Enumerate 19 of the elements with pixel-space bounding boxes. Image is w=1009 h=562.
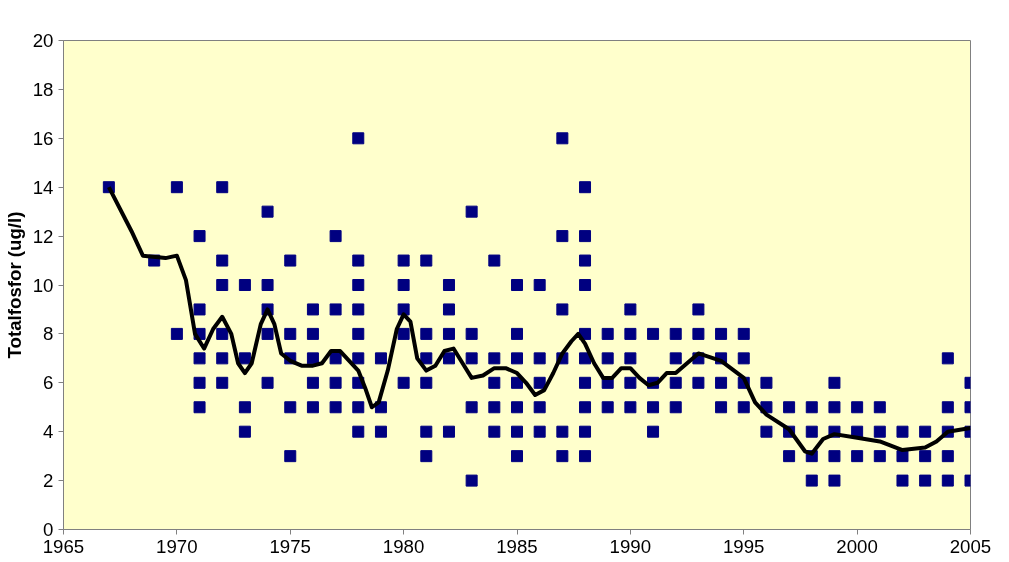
x-tick-label: 1970 (156, 535, 198, 557)
y-tick-label: 14 (32, 176, 54, 198)
y-tick-label: 10 (32, 274, 54, 296)
y-tick-label: 20 (32, 30, 54, 51)
x-tick-label: 1985 (496, 535, 538, 557)
x-tick-label: 2005 (949, 535, 992, 557)
x-tick-label: 2000 (836, 535, 878, 557)
y-tick-label: 6 (43, 372, 54, 394)
x-tick-label: 1995 (723, 535, 765, 557)
y-tick-label: 2 (43, 470, 54, 492)
y-axis-title: Totalfosfor (ug/l) (3, 211, 25, 359)
y-tick-label: 18 (32, 78, 54, 100)
y-tick-label: 4 (43, 421, 54, 443)
x-tick-label: 1990 (609, 535, 652, 557)
y-tick-label: 8 (43, 323, 54, 345)
y-tick-label: 12 (32, 225, 54, 247)
y-tick-label: 16 (32, 127, 54, 149)
x-tick-label: 1975 (269, 535, 312, 557)
x-tick-label: 1980 (382, 535, 425, 557)
